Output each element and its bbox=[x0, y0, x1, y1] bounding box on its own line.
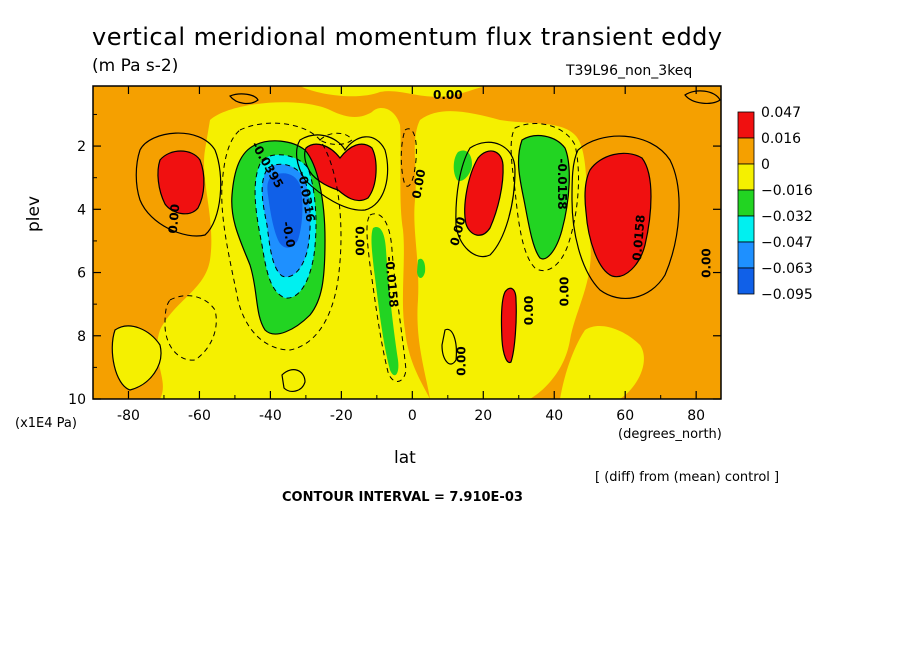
chart-title: vertical meridional momentum flux transi… bbox=[92, 23, 723, 51]
x-tick-label: 20 bbox=[474, 408, 492, 424]
contour-line bbox=[229, 93, 259, 105]
colorbar-swatch bbox=[737, 137, 755, 165]
contour-line bbox=[295, 134, 389, 211]
contour-line bbox=[441, 328, 457, 365]
x-tick-label: -40 bbox=[259, 408, 282, 424]
colorbar-level-label: −0.063 bbox=[761, 261, 813, 277]
colorbar-swatch bbox=[737, 215, 755, 243]
contour-label: -0.0158 bbox=[555, 158, 569, 209]
contour-label: 0.00 bbox=[353, 226, 367, 256]
fill-red-lat-28 bbox=[501, 288, 517, 363]
fill-yellow-lower-right bbox=[560, 325, 644, 399]
plot-frame bbox=[92, 85, 722, 400]
contour-line bbox=[571, 135, 680, 299]
y-tick-label: 10 bbox=[68, 392, 86, 408]
x-tick-label: -80 bbox=[117, 408, 140, 424]
colorbar-level-label: −0.032 bbox=[761, 209, 813, 225]
contour-label: 0.00 bbox=[454, 346, 468, 376]
contour-line bbox=[231, 140, 326, 335]
contour-fills bbox=[93, 86, 721, 399]
contour-line bbox=[304, 143, 377, 202]
negative-contour-line bbox=[221, 122, 342, 351]
contour-label: 0.00 bbox=[522, 296, 536, 326]
colorbar-level-label: 0.016 bbox=[761, 131, 801, 147]
colorbar-level-label: 0.047 bbox=[761, 105, 801, 121]
contour-label: -0.0158 bbox=[382, 256, 400, 308]
fill-green-lat-5 bbox=[417, 258, 426, 278]
fill-red-lat-58 bbox=[585, 153, 651, 277]
contour-label: 0.0158 bbox=[630, 214, 648, 261]
x-tick-label: -60 bbox=[188, 408, 211, 424]
x-axis: -80 -60 -40 -20 0 20 40 60 80 bbox=[117, 86, 705, 424]
fill-green-lat-42 bbox=[518, 135, 570, 259]
x-tick-label: 60 bbox=[616, 408, 634, 424]
negative-contour-line bbox=[261, 163, 311, 278]
colorbar-swatch bbox=[737, 189, 755, 217]
fill-yellow-top bbox=[300, 86, 490, 97]
x-tick-label: 0 bbox=[408, 408, 417, 424]
colorbar-level-label: −0.047 bbox=[761, 235, 813, 251]
y-tick-label: 2 bbox=[77, 139, 86, 155]
diff-note: [ (diff) from (mean) control ] bbox=[595, 470, 780, 485]
colorbar-swatch bbox=[737, 163, 755, 191]
contour-line bbox=[584, 152, 652, 278]
colorbar-swatch bbox=[737, 111, 755, 139]
x-tick-label: -20 bbox=[330, 408, 353, 424]
negative-contour-line bbox=[254, 154, 317, 299]
y-axis: 2 4 6 8 10 bbox=[68, 113, 721, 408]
contour-label: 0.00 bbox=[409, 168, 428, 200]
run-label: T39L96_non_3keq bbox=[566, 63, 693, 79]
x-axis-unit: (degrees_north) bbox=[618, 427, 722, 442]
colorbar-swatch bbox=[737, 267, 755, 295]
fill-darkblue-lat-35s bbox=[267, 173, 303, 248]
contour-line bbox=[500, 287, 517, 364]
contour-line bbox=[281, 369, 306, 392]
negative-contour-line bbox=[366, 213, 407, 382]
fill-yellow-lower-left bbox=[112, 325, 161, 390]
negative-contour-line bbox=[510, 123, 580, 272]
negative-contour-lines bbox=[164, 122, 580, 382]
colorbar-level-label: 0 bbox=[761, 157, 770, 173]
negative-contour-line bbox=[400, 128, 417, 187]
contour-interval: CONTOUR INTERVAL = 7.910E-03 bbox=[282, 490, 523, 505]
colorbar-level-label: −0.095 bbox=[761, 287, 813, 303]
contour-line bbox=[464, 150, 504, 236]
contour-line bbox=[111, 325, 162, 391]
contour-label: -0.0 bbox=[279, 220, 297, 248]
contour-label: 0.00 bbox=[433, 88, 463, 102]
chart-units: (m Pa s-2) bbox=[92, 56, 179, 76]
fill-red-lat-22 bbox=[464, 150, 504, 236]
fill-red-lat-20w bbox=[304, 144, 377, 201]
y-axis-unit: (x1E4 Pa) bbox=[15, 416, 77, 431]
contour-label: 0.00 bbox=[699, 248, 713, 278]
colorbar-legend: 0.047 0.016 0 −0.016 −0.032 −0.047 −0.063 −0.09… bbox=[737, 105, 813, 303]
fill-red-lat-65 bbox=[157, 151, 204, 214]
contour-line bbox=[157, 150, 205, 215]
colorbar-swatch bbox=[737, 241, 755, 269]
colorbar-level-label: −0.016 bbox=[761, 183, 813, 199]
y-tick-label: 4 bbox=[77, 202, 86, 218]
contour-line bbox=[455, 141, 516, 258]
fill-green-lat-10s bbox=[371, 226, 399, 376]
contour-label: 0.00 bbox=[166, 203, 183, 234]
x-tick-label: 40 bbox=[545, 408, 563, 424]
x-tick-label: 80 bbox=[687, 408, 705, 424]
contour-line bbox=[135, 132, 222, 237]
y-tick-label: 6 bbox=[77, 266, 86, 282]
contour-lines bbox=[111, 90, 721, 392]
contour-label: 0.00 bbox=[557, 277, 571, 307]
x-axis-label: lat bbox=[394, 448, 416, 468]
negative-contour-line bbox=[319, 132, 353, 145]
y-tick-label: 8 bbox=[77, 329, 86, 345]
contour-line bbox=[517, 134, 570, 260]
